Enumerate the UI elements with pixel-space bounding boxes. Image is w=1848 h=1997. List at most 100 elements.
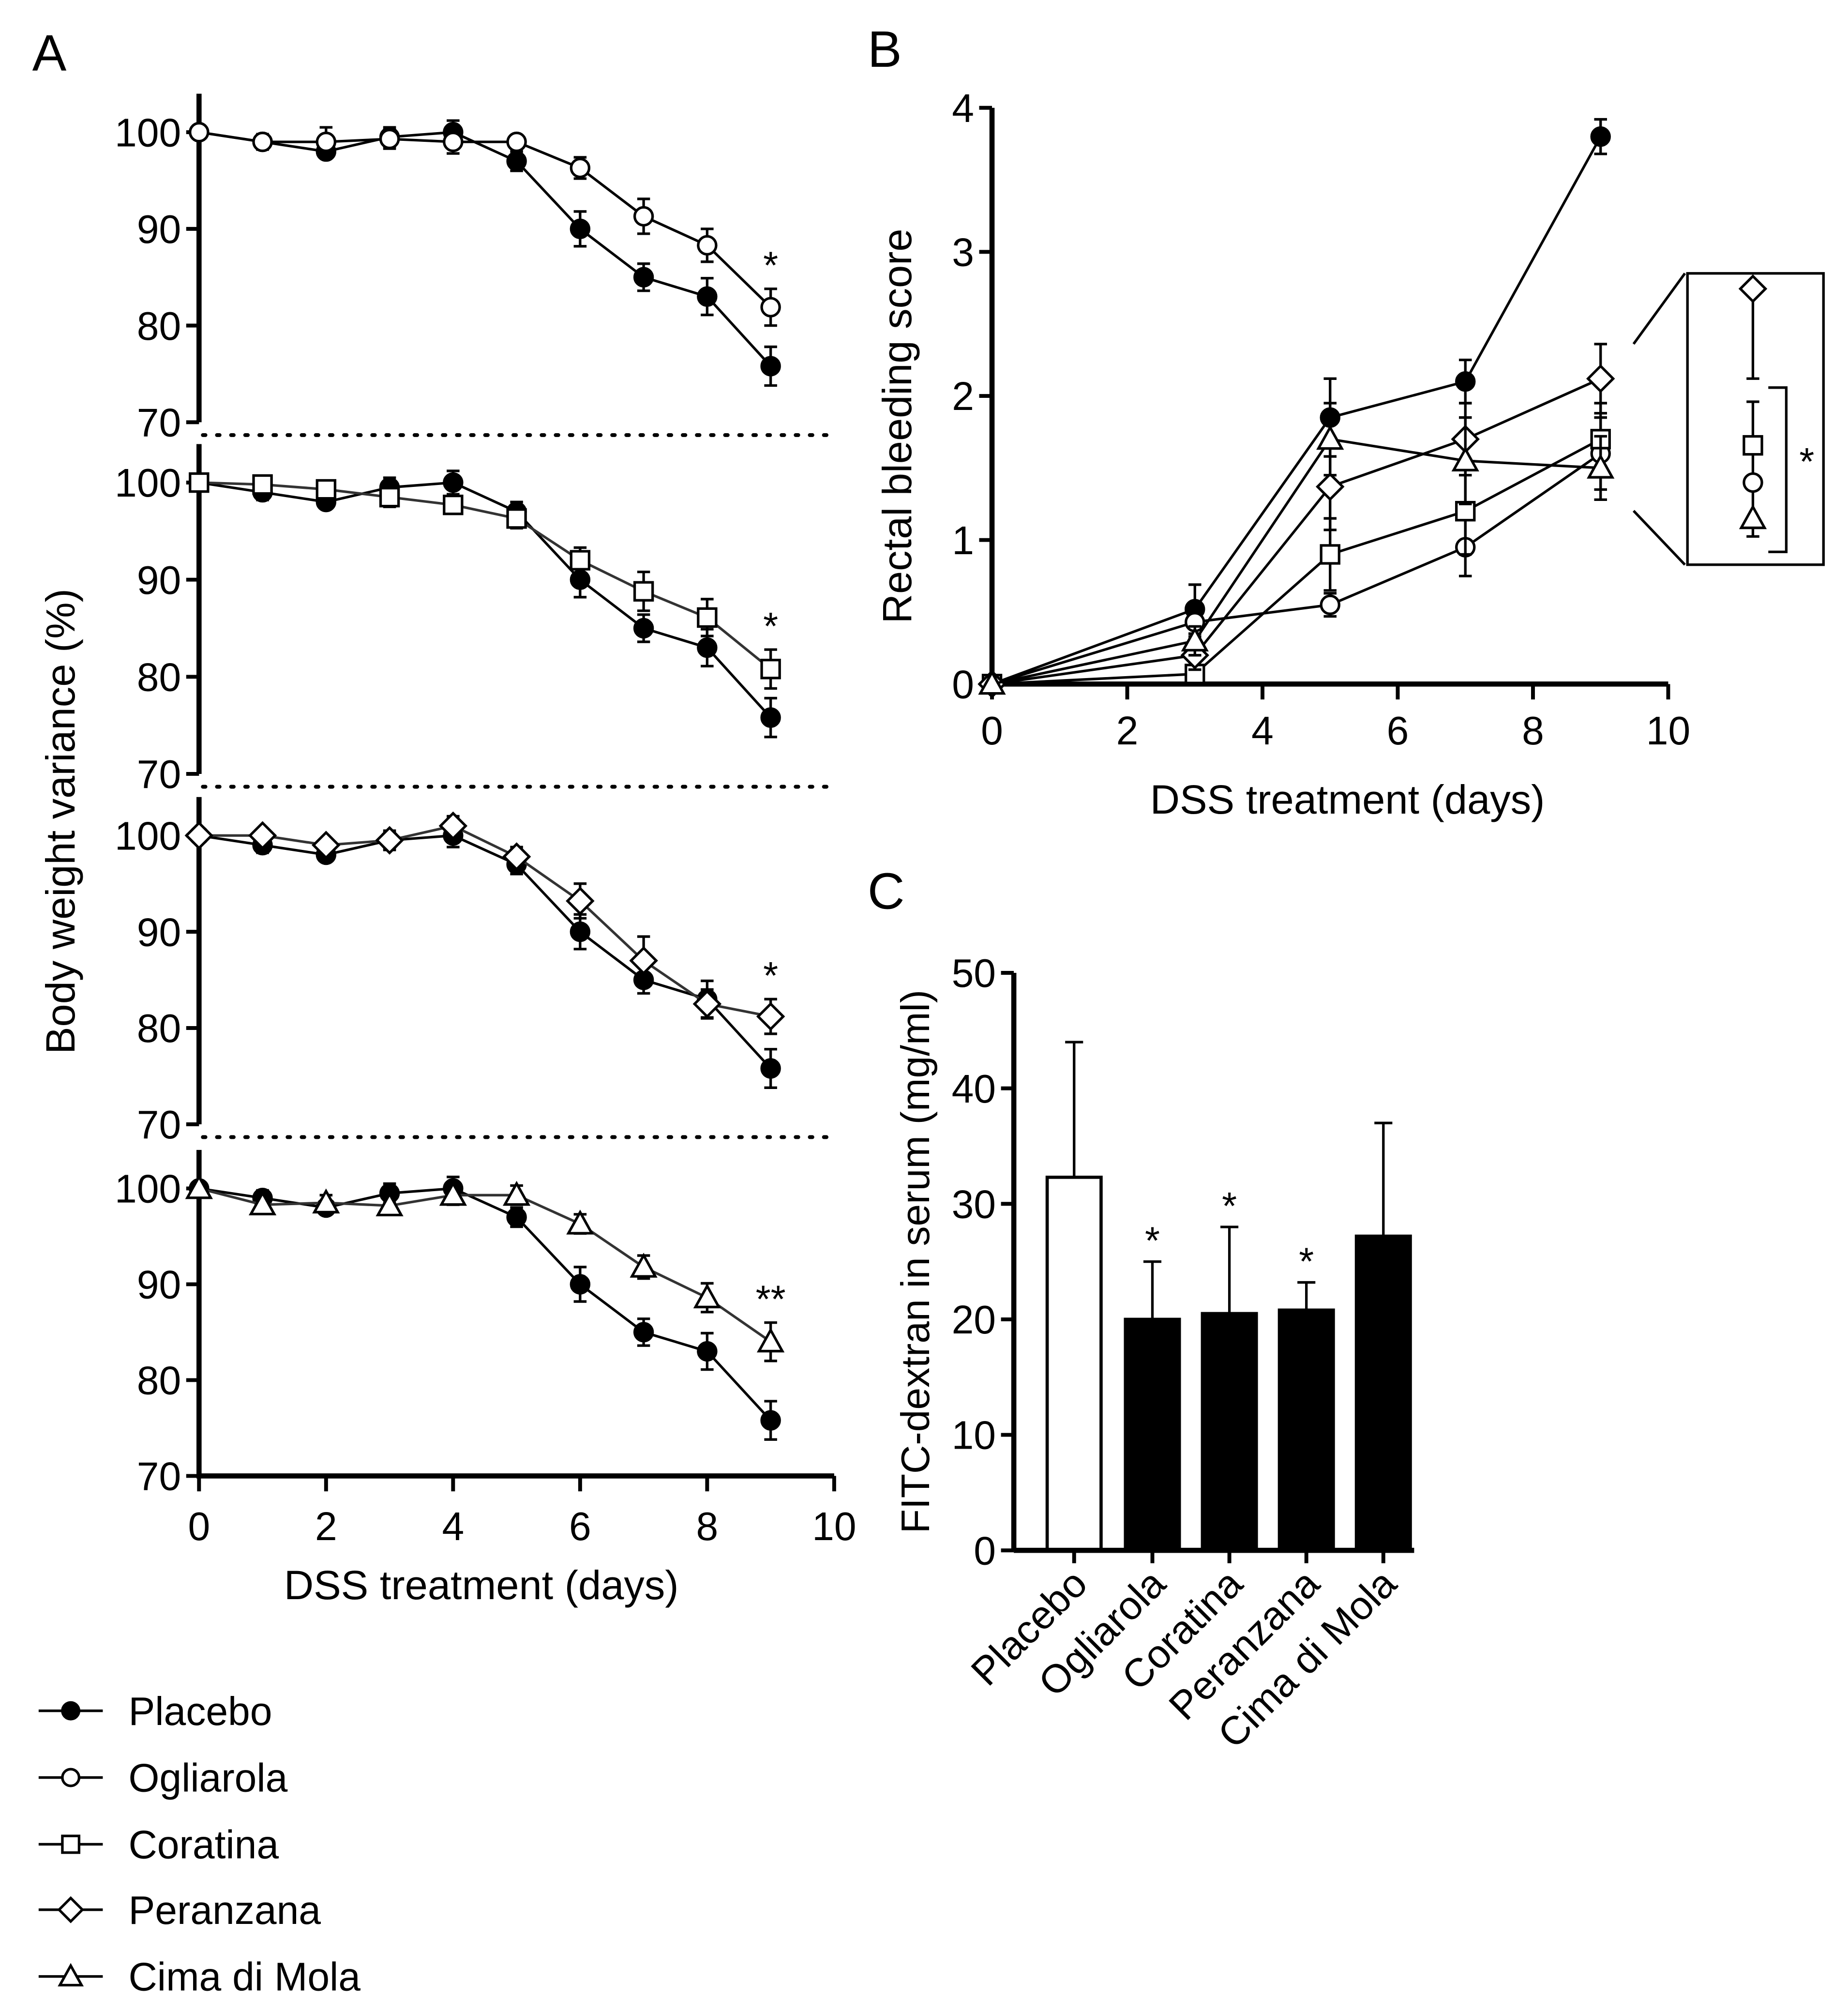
inset-zoom: * [1632,272,1825,566]
series-line [992,438,1601,685]
circle-marker [506,151,527,172]
series-line [198,834,772,1070]
square-marker [570,550,591,571]
y-tick-label: 0 [974,1529,996,1573]
panel-a-chart: 708090100*708090100*708090100*708090100*… [37,93,856,1608]
y-tick-label: 20 [952,1298,996,1342]
x-tick-label: 2 [315,1505,337,1549]
triangle-marker [185,1174,213,1199]
significance-marker: * [763,605,778,648]
square-marker [61,1834,81,1854]
circle-marker [379,128,400,150]
subplot-peranzana: 70 80 90 100 * [115,797,839,1147]
x-tick-label: 0 [188,1505,210,1549]
triangle-marker [978,669,1006,695]
y-axis-label: FITC-dextran in serum (mg/ml) [894,990,938,1533]
circle-marker [697,1341,718,1362]
significance-marker: * [1222,1184,1237,1227]
inset-connector [1632,510,1686,566]
legend: Placebo Ogliarola Coratina Peranzana Cima di… [38,1690,361,1997]
square-marker [506,508,527,529]
y-tick-label: 3 [952,231,974,275]
series-coratina [981,402,1611,695]
square-marker [697,607,718,628]
triangle-marker [312,1188,340,1214]
circle-marker [443,472,464,493]
y-axis-label: Rectal bleeding score [874,228,920,623]
triangle-marker [630,1253,658,1278]
square-marker [379,486,400,508]
circle-marker [189,121,210,143]
x-tick-label: 4 [442,1505,464,1549]
circle-marker [760,1410,781,1431]
y-tick-label: 4 [952,87,974,131]
circle-marker [697,637,718,658]
square-marker [633,581,654,602]
triangle-marker [439,1180,467,1206]
diamond-marker [629,946,658,975]
circle-marker [633,618,654,639]
diamond-marker [1586,364,1615,393]
y-tick-label: 70 [137,1103,181,1147]
circle-marker [1320,594,1340,615]
triangle-marker [1316,424,1344,450]
subplot-ogliarola: 70 80 90 100 * [115,93,839,445]
y-tick-label: 90 [137,559,181,603]
circle-marker [1455,371,1476,392]
triangle-marker [376,1191,404,1217]
series-line [198,131,772,308]
y-tick-label: 100 [115,1167,181,1211]
legend-label: Ogliarola [128,1756,287,1800]
triangle-marker [1451,446,1479,471]
y-tick-label: 70 [137,1455,181,1499]
circle-marker [1743,472,1763,493]
significance-marker: * [1145,1219,1160,1262]
y-tick-label: 1 [952,519,974,563]
circle-marker [570,218,591,240]
series-line [198,481,772,719]
y-tick-label: 70 [137,753,181,797]
circle-marker [252,131,273,152]
square-marker [760,659,781,680]
circle-marker [570,157,591,179]
circle-marker [570,1274,591,1295]
y-tick-label: 30 [952,1182,996,1226]
triangle-marker [566,1210,594,1235]
y-tick-label: 80 [137,1007,181,1051]
y-tick-label: 2 [952,375,974,419]
y-tick-label: 80 [137,655,181,699]
series-cima-di-mola [978,402,1615,695]
panel-c-chart: Placebo*Ogliarola*Coratina*PeranzanaCima… [894,952,1414,1756]
legend-item-coratina: Coratina [38,1823,279,1867]
diamond-marker [57,1896,85,1923]
bar-peranzana [1277,1308,1335,1552]
triangle-marker [1587,454,1615,479]
circle-marker [697,235,718,256]
y-tick-label: 90 [137,208,181,252]
circle-marker [760,356,781,377]
circle-marker [633,267,654,287]
square-marker [252,474,273,495]
significance-marker: * [763,244,778,287]
y-tick-label: 100 [115,814,181,858]
y-tick-label: 100 [115,461,181,505]
triangle-marker [248,1190,277,1216]
series-placebo [981,118,1611,695]
series-line [992,377,1601,685]
circle-marker [570,921,591,942]
bar-ogliarola [1124,1317,1181,1552]
legend-label: Peranzana [128,1889,321,1933]
diamond-marker [502,842,531,871]
circle-marker [760,297,781,318]
circle-marker [760,1058,781,1079]
x-tick-label: 10 [812,1505,856,1549]
x-tick-label: 2 [1116,709,1139,753]
circle-marker [316,131,337,152]
legend-item-peranzana: Peranzana [38,1889,321,1933]
triangle-marker [756,1327,785,1353]
triangle-marker [1181,626,1209,652]
legend-label: Coratina [128,1823,279,1867]
bar-placebo [1045,1176,1103,1552]
series-line [199,481,772,670]
x-tick-label: 0 [981,709,1003,753]
